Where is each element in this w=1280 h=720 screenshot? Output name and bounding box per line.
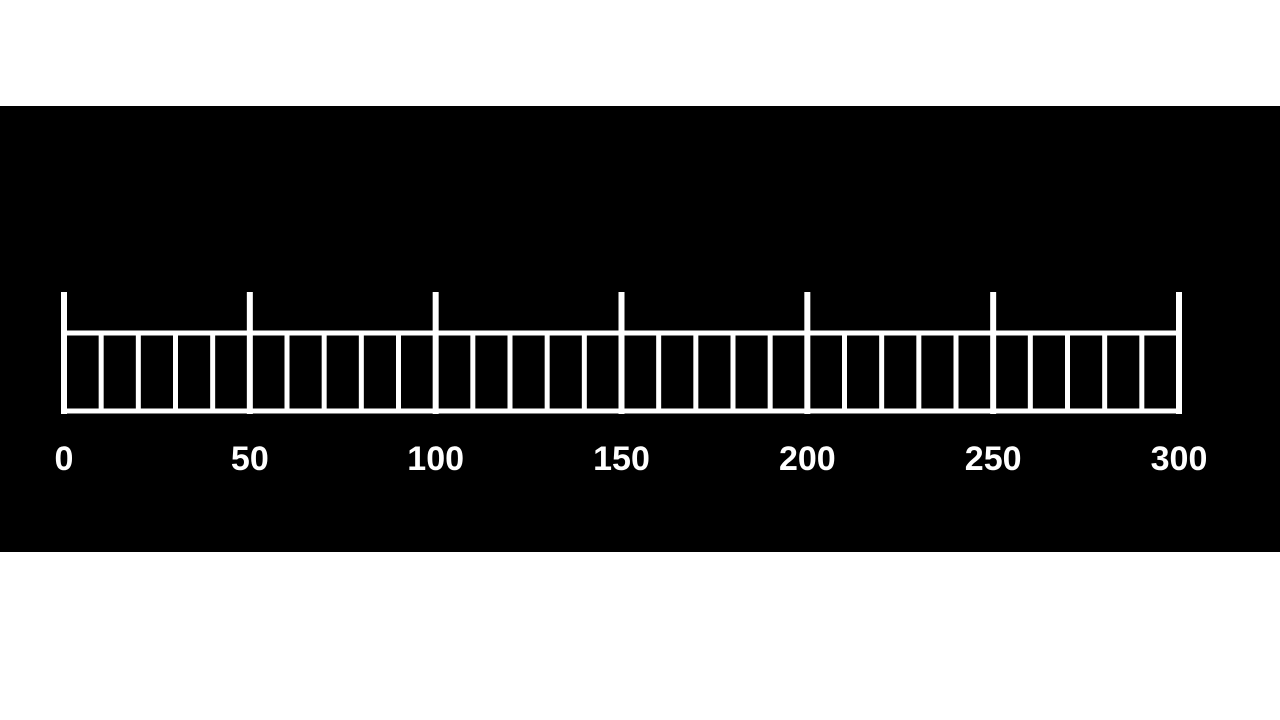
tick-label-0: 0 <box>55 440 74 478</box>
tick-label-150: 150 <box>593 440 650 478</box>
tick-label-250: 250 <box>965 440 1022 478</box>
black-panel <box>0 106 1280 552</box>
tick-label-300: 300 <box>1151 440 1208 478</box>
ruler <box>61 292 1182 414</box>
tick-labels: 0 50 100 150 200 250 300 <box>55 440 1208 478</box>
tick-label-50: 50 <box>231 440 269 478</box>
tick-label-200: 200 <box>779 440 836 478</box>
tick-label-100: 100 <box>407 440 464 478</box>
